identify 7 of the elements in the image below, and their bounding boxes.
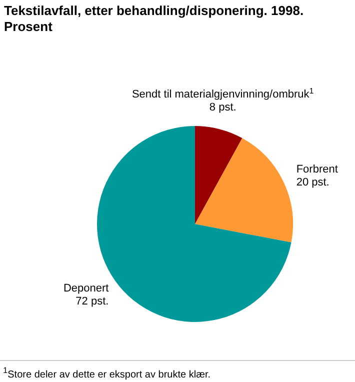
slice-label: Deponert <box>63 282 109 294</box>
data-label: 8 pst. <box>209 102 236 114</box>
text: $^{1}$Store deler av dette er eksport av brukte klær. <box>3 365 212 380</box>
data-label: 72 pst. <box>76 295 109 308</box>
slice-label: Forbrent <box>296 163 338 176</box>
data-label: 20 pst. <box>296 176 330 188</box>
chart-title: Tekstilavfall, etter behandling/disponering. 1998. Prosent <box>3 2 305 35</box>
